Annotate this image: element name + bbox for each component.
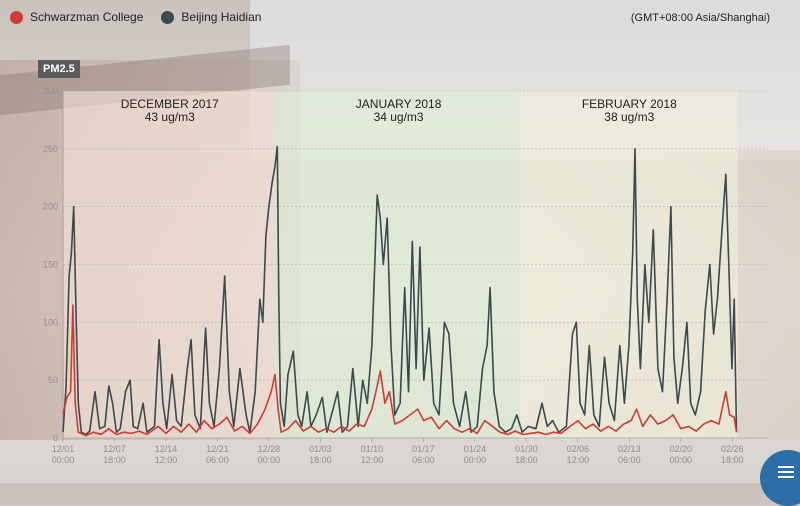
x-tick-time: 18:00 [309,455,332,465]
x-tick-time: 06:00 [206,455,229,465]
x-tick-date: 02/26 [721,444,744,454]
y-tick-label: 50 [48,375,58,385]
x-tick-date: 01/17 [412,444,435,454]
legend-item-schwarzman[interactable]: Schwarzman College [10,10,143,24]
x-tick-time: 18:00 [721,455,744,465]
x-tick-time: 12:00 [567,455,590,465]
x-tick-time: 06:00 [412,455,435,465]
y-axis-badge: PM2.5 [38,60,80,78]
month-average: 38 ug/m3 [604,110,654,124]
y-tick-label: 150 [43,260,58,270]
x-tick-date: 01/10 [361,444,384,454]
menu-icon-bar-3 [778,476,794,478]
y-tick-label: 100 [43,317,58,327]
x-tick-date: 12/28 [258,444,281,454]
x-tick-time: 06:00 [618,455,641,465]
x-tick-date: 01/03 [309,444,332,454]
month-title: JANUARY 2018 [356,97,442,111]
x-tick-time: 12:00 [155,455,178,465]
month-title: DECEMBER 2017 [121,97,219,111]
legend-label-schwarzman: Schwarzman College [30,10,144,24]
x-tick-date: 12/21 [206,444,229,454]
x-tick-date: 01/24 [464,444,487,454]
legend-item-haidian[interactable]: Beijing Haidian [161,10,261,24]
x-tick-time: 00:00 [52,455,75,465]
y-tick-label: 250 [43,144,58,154]
x-tick-time: 18:00 [103,455,126,465]
x-tick-time: 18:00 [515,455,538,465]
month-average: 43 ug/m3 [145,110,195,124]
x-tick-time: 12:00 [361,455,384,465]
month-title: FEBRUARY 2018 [582,97,677,111]
y-tick-label: 300 [43,86,58,96]
series-line-beijing-haidian [62,145,738,436]
x-tick-time: 00:00 [258,455,281,465]
month-band-2 [520,91,738,438]
x-tick-date: 02/13 [618,444,641,454]
x-tick-date: 02/06 [567,444,590,454]
legend-marker-schwarzman [10,10,23,24]
x-tick-date: 12/07 [103,444,126,454]
series-line-schwarzman-college [62,304,738,437]
x-tick-date: 12/14 [155,444,178,454]
x-tick-date: 12/01 [52,444,75,454]
y-tick-label: 0 [53,433,58,443]
x-tick-date: 02/20 [670,444,693,454]
x-tick-date: 01/30 [515,444,538,454]
x-tick-time: 00:00 [670,455,693,465]
timezone-label: (GMT+08:00 Asia/Shanghai) [630,12,770,24]
menu-icon-bar-1 [778,466,794,468]
x-tick-time: 00:00 [464,455,487,465]
month-average: 34 ug/m3 [374,110,424,124]
legend-label-haidian: Beijing Haidian [181,10,262,24]
legend-marker-haidian [161,10,175,24]
legend: Schwarzman College Beijing Haidian [10,10,261,24]
menu-icon-bar-2 [778,471,794,473]
y-tick-label: 200 [43,202,58,212]
